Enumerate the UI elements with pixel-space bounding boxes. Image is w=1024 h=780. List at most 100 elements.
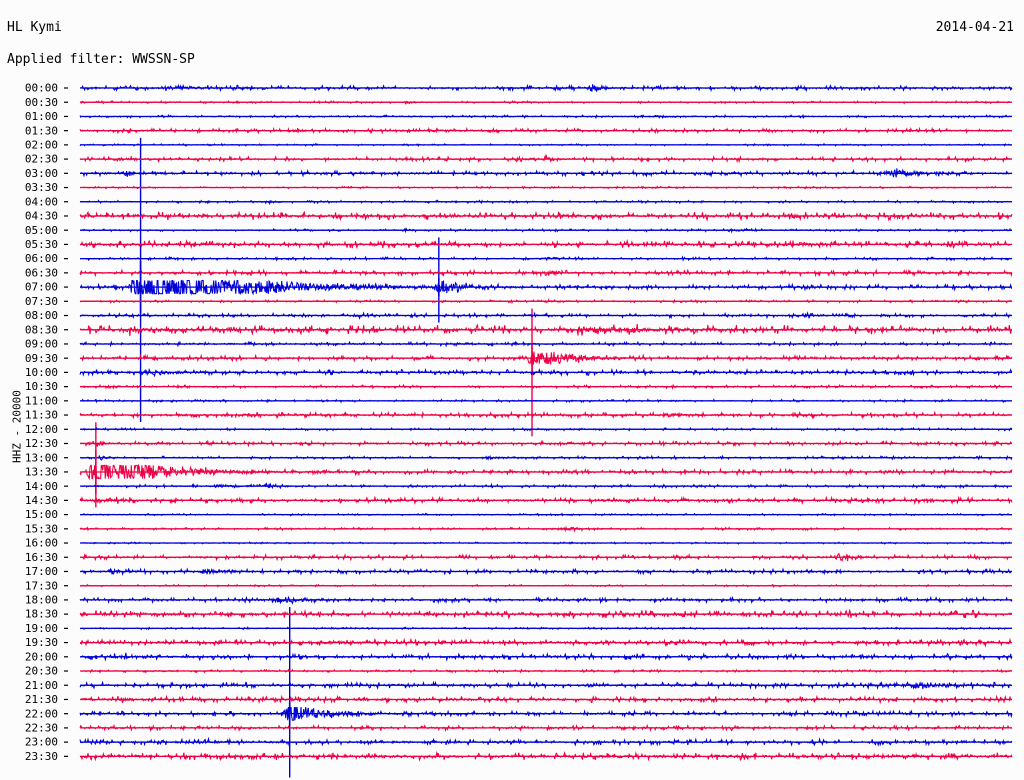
record-date: 2014-04-21 — [935, 20, 1014, 35]
trace-20-30 — [79, 668, 1013, 674]
trace-09-30 — [79, 351, 1013, 365]
time-tick-label-15-00: 15:00 — [25, 508, 58, 521]
trace-02-30 — [79, 154, 1013, 164]
time-tick-label-14-00: 14:00 — [25, 480, 58, 493]
time-tick-label-10-30: 10:30 — [25, 380, 58, 393]
time-tick-label-20-30: 20:30 — [25, 665, 58, 678]
trace-13-00 — [79, 454, 1013, 461]
time-tick-label-22-30: 22:30 — [25, 722, 58, 735]
time-tick-label-05-00: 05:00 — [25, 224, 58, 237]
time-tick-label-12-30: 12:30 — [25, 437, 58, 450]
trace-13-30 — [79, 463, 1013, 481]
time-tick-label-18-30: 18:30 — [25, 608, 58, 621]
trace-11-30 — [79, 410, 1013, 420]
time-tick-label-06-00: 06:00 — [25, 252, 58, 265]
time-tick-label-08-30: 08:30 — [25, 323, 58, 336]
time-tick-label-11-00: 11:00 — [25, 394, 58, 407]
trace-11-00 — [79, 398, 1013, 404]
trace-17-00 — [79, 567, 1013, 577]
time-tick-label-07-00: 07:00 — [25, 281, 58, 294]
time-tick-label-14-30: 14:30 — [25, 494, 58, 507]
trace-03-00 — [79, 168, 1013, 178]
time-tick-label-17-00: 17:00 — [25, 565, 58, 578]
time-tick-label-10-00: 10:00 — [25, 366, 58, 379]
time-tick-label-08-00: 08:00 — [25, 309, 58, 322]
trace-20-00 — [79, 651, 1013, 662]
time-tick-label-23-00: 23:00 — [25, 736, 58, 749]
time-tick-label-04-30: 04:30 — [25, 210, 58, 223]
trace-00-00 — [79, 83, 1013, 93]
page-title: HL Kymi — [7, 20, 62, 35]
time-tick-label-01-00: 01:00 — [25, 110, 58, 123]
helicorder-plot: 00:00 00:30 01:00 01:30 02:00 02:30 03:00 03:30… — [0, 78, 1024, 778]
time-tick-label-16-00: 16:00 — [25, 537, 58, 550]
time-tick-label-01-30: 01:30 — [25, 124, 58, 137]
trace-02-00 — [79, 142, 1013, 148]
time-tick-label-02-00: 02:00 — [25, 138, 58, 151]
time-tick-label-05-30: 05:30 — [25, 238, 58, 251]
time-tick-label-22-00: 22:00 — [25, 707, 58, 720]
trace-21-00 — [79, 680, 1012, 691]
time-tick-label-00-30: 00:30 — [25, 96, 58, 109]
trace-05-30 — [79, 238, 1013, 250]
trace-03-30 — [79, 185, 1013, 190]
trace-19-00 — [79, 626, 1013, 631]
time-tick-label-06-30: 06:30 — [25, 266, 58, 279]
trace-08-00 — [79, 311, 1013, 320]
time-tick-label-03-30: 03:30 — [25, 181, 58, 194]
trace-07-00 — [79, 279, 1013, 296]
trace-04-30 — [79, 210, 1013, 222]
trace-16-30 — [79, 552, 1013, 562]
time-tick-label-20-00: 20:00 — [25, 650, 58, 663]
trace-08-30 — [79, 323, 1013, 337]
trace-14-00 — [79, 482, 1013, 490]
trace-04-00 — [79, 199, 1013, 206]
time-tick-label-11-30: 11:30 — [25, 409, 58, 422]
time-tick-label-19-00: 19:00 — [25, 622, 58, 635]
time-tick-label-21-00: 21:00 — [25, 679, 58, 692]
time-tick-label-09-30: 09:30 — [25, 352, 58, 365]
trace-15-30 — [79, 525, 1013, 533]
time-tick-label-13-00: 13:00 — [25, 451, 58, 464]
time-tick-label-13-30: 13:30 — [25, 466, 58, 479]
time-tick-label-23-30: 23:30 — [25, 750, 58, 763]
time-tick-label-16-30: 16:30 — [25, 551, 58, 564]
time-tick-label-07-30: 07:30 — [25, 295, 58, 308]
trace-06-30 — [79, 268, 1013, 278]
trace-22-00 — [79, 706, 1013, 721]
trace-05-00 — [79, 227, 1013, 234]
trace-09-00 — [79, 340, 1013, 348]
trace-10-00 — [79, 367, 1013, 378]
trace-21-30 — [79, 694, 1013, 705]
trace-10-30 — [79, 383, 1013, 391]
trace-01-00 — [79, 113, 1013, 120]
trace-18-00 — [79, 595, 1013, 605]
time-tick-label-15-30: 15:30 — [25, 522, 58, 535]
trace-00-30 — [80, 99, 1013, 106]
trace-06-00 — [79, 255, 1013, 262]
trace-01-30 — [79, 126, 1013, 135]
trace-23-30 — [79, 750, 1013, 762]
trace-14-30 — [79, 495, 1013, 505]
trace-12-00 — [79, 426, 1013, 432]
trace-12-30 — [79, 439, 1013, 448]
time-tick-label-19-30: 19:30 — [25, 636, 58, 649]
trace-07-30 — [79, 298, 1013, 304]
time-tick-label-12-00: 12:00 — [25, 423, 58, 436]
trace-16-00 — [79, 541, 1013, 545]
time-tick-label-03-00: 03:00 — [25, 167, 58, 180]
time-tick-label-21-30: 21:30 — [25, 693, 58, 706]
time-tick-label-17-30: 17:30 — [25, 579, 58, 592]
time-tick-label-09-00: 09:00 — [25, 338, 58, 351]
trace-17-30 — [79, 583, 1013, 588]
time-tick-label-04-00: 04:00 — [25, 195, 58, 208]
applied-filter-label: Applied filter: WWSSN-SP — [7, 52, 195, 67]
time-tick-label-18-00: 18:00 — [25, 594, 58, 607]
trace-22-30 — [79, 723, 1013, 733]
trace-15-00 — [80, 512, 1013, 517]
trace-19-30 — [79, 637, 1013, 648]
time-tick-label-00-00: 00:00 — [25, 82, 58, 95]
trace-18-30 — [79, 608, 1013, 620]
time-tick-label-02-30: 02:30 — [25, 153, 58, 166]
